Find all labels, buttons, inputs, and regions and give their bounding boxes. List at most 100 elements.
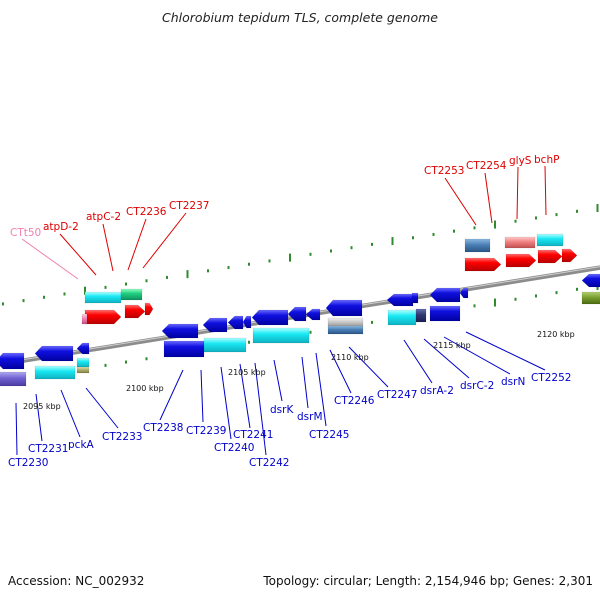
gene-label[interactable]: CT2247 [377, 389, 417, 401]
connector-line [423, 338, 470, 379]
connector-line [15, 402, 18, 456]
gene-label[interactable]: dsrK [270, 404, 294, 416]
gene-label[interactable]: CT2230 [8, 457, 48, 469]
forward-gene [536, 233, 564, 247]
connector-line [60, 389, 81, 438]
reverse-gene [429, 305, 461, 322]
reverse-gene [327, 325, 364, 335]
reverse-gene [0, 371, 27, 387]
reverse-gene [252, 327, 310, 344]
reverse-gene [34, 365, 76, 380]
connector-line [35, 393, 43, 442]
connector-line [315, 352, 327, 427]
reverse-gene [459, 287, 469, 299]
gene-label[interactable]: CT2236 [126, 206, 167, 218]
reverse-gene [287, 306, 307, 322]
gene-label[interactable]: CT2238 [143, 422, 183, 434]
connector-line [159, 369, 184, 421]
reverse-gene [415, 308, 427, 323]
reverse-gene [227, 315, 244, 330]
connector-line [301, 356, 309, 409]
forward-gene [124, 304, 146, 319]
rna-gene [81, 313, 88, 325]
reverse-gene [411, 292, 419, 304]
reverse-gene [76, 342, 90, 355]
label-connectors [15, 165, 547, 456]
gene-label[interactable]: dsrM [297, 411, 323, 423]
forward-gene [561, 248, 578, 263]
gene-label[interactable]: CT2237 [169, 200, 209, 212]
reverse-gene [161, 323, 199, 339]
reverse-gene [34, 345, 74, 362]
gene-label[interactable]: CT2239 [186, 425, 226, 437]
gene-label[interactable]: glyS [509, 155, 532, 167]
reverse-gene [242, 315, 252, 329]
connector-line [127, 218, 147, 271]
connector-line [21, 238, 79, 280]
reverse-gene [163, 340, 205, 358]
connector-line [484, 172, 493, 224]
reverse-gene [325, 299, 363, 317]
scale-labels: 2095 kbp 2100 kbp 2105 kbp 2110 kbp 2115… [23, 330, 575, 411]
reverse-gene [581, 291, 600, 305]
gene-label[interactable]: pckA [68, 439, 95, 451]
gene-label[interactable]: CT2242 [249, 457, 289, 469]
connector-line [403, 339, 433, 384]
gene-label[interactable]: CTt50 [10, 227, 41, 239]
forward-gene [120, 288, 143, 301]
gene-label[interactable]: CT2231 [28, 443, 68, 455]
gene-label[interactable]: CT2241 [233, 429, 273, 441]
reverse-gene [305, 308, 321, 321]
connector-line [102, 223, 114, 272]
gene-label[interactable]: atpC-2 [86, 211, 121, 223]
forward-gene [144, 302, 154, 316]
gene-label[interactable]: atpD-2 [43, 221, 79, 233]
gene-label[interactable]: CT2253 [424, 165, 464, 177]
connector-line [348, 346, 389, 388]
map-title: Chlorobium tepidum TLS, complete genome [162, 10, 438, 25]
connector-line [200, 369, 204, 423]
connector-line [220, 366, 232, 440]
gene-label[interactable]: CT2240 [214, 442, 254, 454]
gene-label[interactable]: CT2252 [531, 372, 571, 384]
reverse-gene [76, 357, 90, 368]
connector-line [443, 336, 511, 375]
scale-label: 2100 kbp [126, 384, 164, 393]
connector-line [85, 387, 119, 429]
reverse-gene [327, 317, 364, 328]
forward-gene [537, 249, 563, 264]
forward-gene [84, 291, 122, 304]
scale-label: 2105 kbp [228, 368, 266, 377]
forward-strand-labels: CTt50 atpD-2 atpC-2 CT2236 CT2237 CT2253… [10, 154, 559, 239]
reverse-gene [0, 352, 25, 370]
gene-label[interactable]: CT2246 [334, 395, 375, 407]
connector-line [516, 166, 519, 220]
gene-label[interactable]: dsrC-2 [460, 380, 494, 392]
gene-label[interactable]: dsrA-2 [420, 385, 454, 397]
reverse-gene [386, 293, 414, 307]
reverse-gene [387, 309, 417, 326]
gene-features [0, 233, 600, 387]
connector-line [142, 212, 187, 269]
gene-label[interactable]: dsrN [501, 376, 525, 388]
reverse-gene [76, 366, 90, 374]
connector-line [465, 331, 546, 371]
scale-label: 2110 kbp [331, 353, 369, 362]
reverse-gene [581, 273, 600, 288]
scale-label: 2115 kbp [433, 341, 471, 350]
connector-line [254, 362, 267, 456]
gene-label[interactable]: CT2254 [466, 160, 507, 172]
forward-gene [84, 309, 122, 325]
connector-line [59, 233, 97, 276]
forward-gene [504, 236, 536, 249]
reverse-strand-labels: CT2230 CT2231 pckA CT2233 CT2238 CT2239 … [8, 372, 571, 469]
scale-label: 2120 kbp [537, 330, 575, 339]
gene-label[interactable]: CT2233 [102, 431, 142, 443]
gene-label[interactable]: bchP [534, 154, 559, 166]
forward-gene [505, 253, 537, 268]
connector-line [544, 165, 547, 216]
connector-line [444, 177, 477, 226]
connector-line [329, 349, 352, 394]
gene-label[interactable]: CT2245 [309, 429, 349, 441]
